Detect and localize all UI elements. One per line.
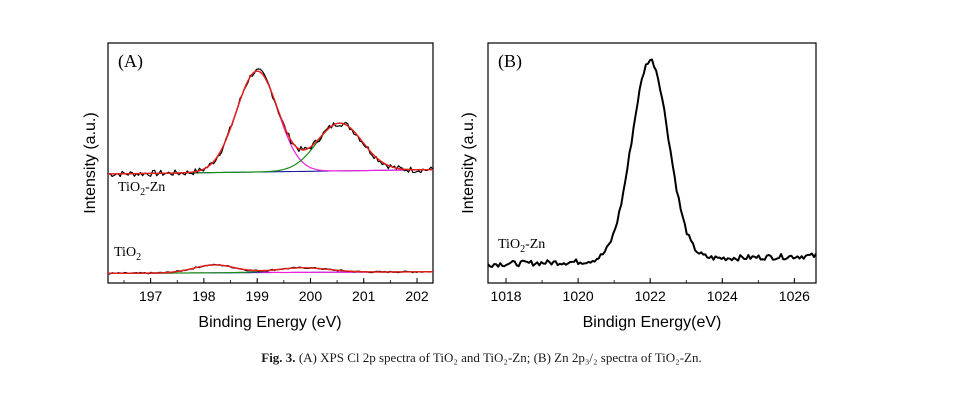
series-fit-envelope [107,264,434,275]
series-fit-peak-1 [108,70,433,175]
panel-b-y-axis-label: Intensity (a.u.) [460,112,477,213]
x-tick-label: 200 [299,288,323,304]
series-fit-peak-2 [108,122,433,175]
series-measured [107,68,434,178]
panel-a-curves [107,68,434,275]
x-tick-label: 1018 [490,288,521,304]
x-tick-label: 1024 [707,288,738,304]
panel-a: (A) Binding Energy (eV) Intensity (a.u.)… [82,42,434,331]
caption-text: (A) XPS Cl 2p spectra of TiO₂ and TiO₂-Z… [298,350,702,365]
x-tick-label: 1026 [779,288,810,304]
sample-label-tio2-zn-b: TiO2-Zn [498,237,545,255]
x-tick-label: 202 [405,288,429,304]
panel-a-y-axis-label: Intensity (a.u.) [82,112,99,213]
panel-a-label: (A) [118,51,143,72]
x-tick-label: 199 [246,288,270,304]
panel-b: (B) Bindign Energy(eV) Intensity (a.u.) … [460,42,817,331]
panel-b-label: (B) [498,51,522,72]
series-measured [487,58,817,268]
series-fit-envelope [108,70,433,175]
panel-b-frame [487,42,817,284]
sample-label-tio2-zn-a: TiO2-Zn [118,180,165,198]
x-tick-label: 198 [192,288,216,304]
panel-a-x-axis-label: Binding Energy (eV) [198,314,341,331]
panel-b-curves [487,58,817,268]
caption-fig-number: Fig. 3. [261,350,296,365]
x-tick-label: 1020 [563,288,594,304]
panel-a-frame [107,42,434,284]
panel-b-ticks: 1018 1020 1022 1024 1026 [490,278,810,304]
panel-b-x-axis-label: Bindign Energy(eV) [583,314,722,331]
panel-a-ticks: 197 198 199 200 201 202 [123,278,429,304]
x-tick-label: 1022 [635,288,666,304]
x-tick-label: 197 [139,288,163,304]
sample-label-tio2-a: TiO2 [114,245,141,263]
figure-caption: Fig. 3. (A) XPS Cl 2p spectra of TiO₂ an… [0,350,963,366]
x-tick-label: 201 [352,288,376,304]
